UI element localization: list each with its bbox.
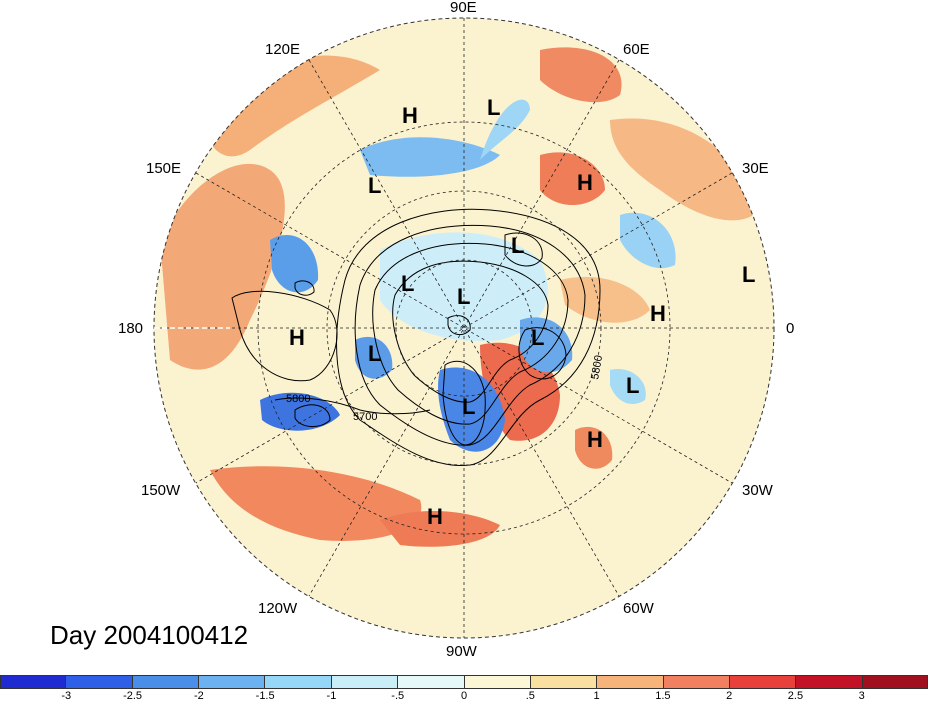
pressure-low-marker: L xyxy=(511,233,525,258)
pressure-high-marker: H xyxy=(427,504,443,529)
colorbar-box xyxy=(132,675,200,689)
colorbar-tick-label: .5 xyxy=(525,690,535,702)
pressure-low-marker: L xyxy=(462,394,476,419)
height-contours xyxy=(231,208,601,467)
warm-anomaly-europe xyxy=(560,276,650,323)
colorbar-tick-label: 1.5 xyxy=(655,690,671,702)
colorbar-tick-label: 0 xyxy=(460,690,468,702)
cool-anomaly-europe xyxy=(620,212,676,269)
colorbar-tick-label: 2.5 xyxy=(787,690,804,702)
colorbar-tick-label: 2 xyxy=(726,690,733,702)
longitude-label: 30W xyxy=(742,482,773,499)
pressure-high-marker: H xyxy=(587,427,603,452)
longitude-label: 60E xyxy=(623,41,650,58)
colorbar-tick-label: -1.5 xyxy=(255,690,275,702)
colorbar-box xyxy=(66,675,133,689)
pressure-high-marker: H xyxy=(650,301,666,326)
date-title: Day 2004100412 xyxy=(50,620,249,650)
pressure-low-marker: L xyxy=(531,325,545,350)
cool-anomaly-gulf xyxy=(260,392,340,431)
warm-anomaly-west xyxy=(160,163,285,370)
longitude-label: 90E xyxy=(450,0,477,16)
pressure-low-marker: L xyxy=(401,271,415,296)
longitude-label: 30E xyxy=(742,160,769,177)
longitude-label: 150W xyxy=(141,482,181,499)
colorbar xyxy=(0,675,928,689)
contour-label: 5700 xyxy=(353,411,377,423)
colorbar-box xyxy=(597,675,664,689)
contour-label: 5800 xyxy=(589,354,605,380)
longitude-label: 60W xyxy=(623,600,654,617)
graticule xyxy=(154,18,774,638)
warm-anomaly-ne xyxy=(540,47,622,103)
warm-anomaly-southwest xyxy=(210,466,422,541)
colorbar-box xyxy=(796,675,863,689)
colorbar-box xyxy=(862,675,928,689)
pressure-low-marker: L xyxy=(487,95,501,120)
cool-anomaly-arctic xyxy=(380,232,548,341)
colorbar-box xyxy=(464,675,531,689)
longitude-label: 180 xyxy=(118,320,144,337)
pressure-low-marker: L xyxy=(626,373,640,398)
colorbar-tick-label: -3 xyxy=(61,690,72,702)
cool-anomaly-atlantic xyxy=(610,369,646,405)
warm-anomaly-south xyxy=(380,510,500,547)
warm-anomaly-east xyxy=(610,118,760,221)
cool-anomaly-aleutian xyxy=(355,336,393,379)
colorbar-tick-label: -.5 xyxy=(391,690,405,702)
pressure-low-marker: L xyxy=(457,284,471,309)
pressure-high-marker: H xyxy=(289,325,305,350)
warm-anomaly-atlantic xyxy=(575,426,613,469)
colorbar-box xyxy=(199,675,266,689)
colorbar-tick-label: -2.5 xyxy=(123,690,143,702)
cool-anomaly-pacific xyxy=(270,234,319,293)
warm-anomaly-siberia xyxy=(540,152,605,205)
longitude-label: 150E xyxy=(146,160,182,177)
colorbar-tick-label: 1 xyxy=(593,690,600,702)
cool-anomaly-greenland xyxy=(520,317,573,373)
pressure-low-marker: L xyxy=(742,262,756,287)
contour-label: 5800 xyxy=(286,393,310,405)
cool-anomaly-asia xyxy=(360,137,500,177)
cool-anomaly-canada xyxy=(438,367,505,452)
colorbar-box xyxy=(265,675,332,689)
pressure-low-marker: L xyxy=(368,173,382,198)
colorbar-tick-label: 3 xyxy=(858,690,865,702)
colorbar-tick-label: -2 xyxy=(193,690,204,702)
colorbar-box xyxy=(0,675,67,689)
colorbar-box xyxy=(398,675,465,689)
colorbar-box xyxy=(530,675,598,689)
longitude-label: 120W xyxy=(258,600,298,617)
longitude-label: 120E xyxy=(265,41,301,58)
pressure-high-marker: H xyxy=(577,170,593,195)
pressure-low-marker: L xyxy=(368,341,382,366)
colorbar-box xyxy=(331,675,399,689)
cool-anomaly-bay xyxy=(480,99,530,160)
colorbar-box xyxy=(663,675,730,689)
longitude-label: 90W xyxy=(446,643,477,660)
colorbar-frame xyxy=(0,675,928,689)
pressure-high-marker: H xyxy=(402,103,418,128)
colorbar-tick-label: -1 xyxy=(326,690,337,702)
longitude-label: 0 xyxy=(786,320,795,337)
colorbar-box xyxy=(729,675,797,689)
